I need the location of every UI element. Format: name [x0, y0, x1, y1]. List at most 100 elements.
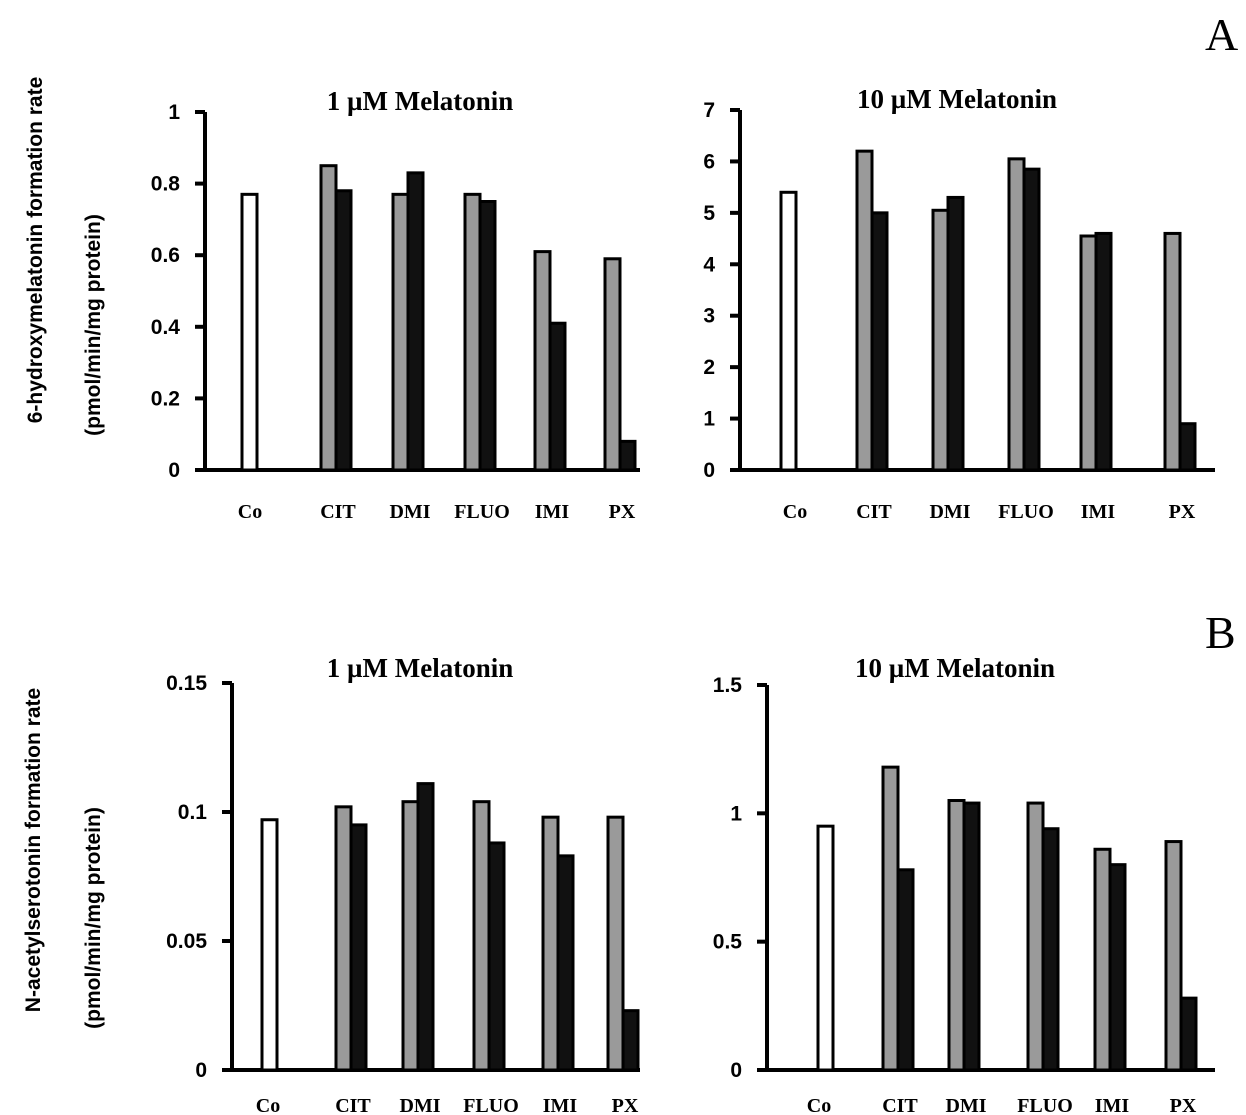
y-tick-label: 0.4: [151, 316, 181, 339]
bar-black-dmi: [416, 782, 435, 1072]
chart-title: 10 µM Melatonin: [855, 653, 1055, 683]
chart-b-10um: 10 µM Melatonin 0 0.5 1 1.5 Co CIT DMI FLUO IMI PX: [713, 653, 1215, 1115]
category-label: FLUO: [1017, 1095, 1073, 1115]
bar-gray-cit: [334, 805, 353, 1072]
y-tick-label: 0.6: [151, 244, 180, 267]
bar-gray-cit: [855, 149, 874, 472]
y-tick-label: 1: [730, 802, 742, 825]
bar-gray-imi: [1079, 234, 1098, 472]
bar-black-cit: [870, 211, 889, 472]
bar-black-px: [1179, 996, 1198, 1072]
category-label: Co: [807, 1095, 831, 1115]
bar-gray-fluo: [463, 192, 482, 472]
bar-black-cit: [896, 868, 915, 1072]
y-tick-label: 5: [703, 202, 715, 225]
category-label: DMI: [945, 1095, 986, 1115]
category-label: DMI: [399, 1095, 440, 1115]
category-label: IMI: [1095, 1095, 1130, 1115]
chart-b-1um: 1 µM Melatonin 0 0.05 0.1 0.15 Co CIT DMI FLUO IM…: [166, 653, 640, 1115]
y-tick-label: 0.2: [151, 387, 180, 410]
category-label: FLUO: [454, 501, 510, 523]
y-tick-label: 7: [703, 99, 715, 122]
category-label: PX: [1170, 1095, 1197, 1115]
bar-control: [779, 190, 798, 472]
category-label: Co: [783, 501, 807, 523]
y-tick-label: 0: [195, 1059, 207, 1082]
bar-control: [816, 824, 835, 1072]
category-label: CIT: [882, 1095, 918, 1115]
bar-gray-fluo: [1026, 801, 1045, 1072]
y-tick-label: 6: [703, 150, 715, 173]
bar-black-imi: [1108, 863, 1127, 1072]
bar-control: [240, 192, 259, 472]
category-label: IMI: [535, 501, 570, 523]
bar-black-dmi: [962, 801, 981, 1072]
category-label: IMI: [1081, 501, 1116, 523]
y-tick-label: 0.15: [166, 672, 207, 695]
ylabel-b-line2: (pmol/min/mg protein): [82, 807, 105, 1029]
bar-black-fluo: [1022, 167, 1041, 472]
bar-gray-px: [1164, 840, 1183, 1072]
category-label: IMI: [543, 1095, 578, 1115]
bar-black-imi: [1094, 231, 1113, 472]
bar-black-cit: [334, 189, 353, 472]
ylabel-a-line1: 6-hydroxymelatonin formation rate: [24, 77, 47, 424]
y-tick-label: 0.5: [713, 931, 743, 954]
category-label: PX: [609, 501, 636, 523]
bar-gray-imi: [533, 250, 552, 472]
y-tick-label: 3: [703, 305, 715, 328]
bar-gray-px: [603, 257, 622, 472]
y-tick-label: 0.1: [178, 801, 208, 824]
category-label: PX: [612, 1095, 639, 1115]
category-label: DMI: [929, 501, 970, 523]
bar-black-px: [621, 1009, 640, 1072]
ylabel-a-line2: (pmol/min/mg protein): [82, 214, 105, 436]
category-label: FLUO: [463, 1095, 519, 1115]
category-label: Co: [256, 1095, 280, 1115]
bar-black-cit: [349, 823, 368, 1072]
panel-letter-b: B: [1205, 607, 1236, 658]
y-tick-label: 4: [703, 253, 715, 276]
y-tick-label: 0: [703, 459, 715, 482]
y-tick-label: 0: [168, 459, 180, 482]
category-label: FLUO: [998, 501, 1054, 523]
y-tick-label: 0.05: [166, 930, 207, 953]
y-tick-label: 0.8: [151, 173, 181, 196]
bar-gray-dmi: [931, 208, 950, 472]
panel-letter-a: A: [1205, 9, 1238, 60]
bar-gray-px: [1163, 231, 1182, 472]
bar-gray-dmi: [947, 799, 966, 1072]
chart-title: 10 µM Melatonin: [857, 84, 1057, 114]
category-label: CIT: [856, 501, 892, 523]
bar-black-fluo: [487, 841, 506, 1072]
bar-gray-cit: [319, 164, 338, 472]
y-tick-label: 1: [703, 408, 715, 431]
chart-title: 1 µM Melatonin: [327, 653, 514, 683]
ylabel-b-line1: N-acetylserotonin formation rate: [22, 688, 45, 1012]
category-label: DMI: [389, 501, 430, 523]
category-label: CIT: [335, 1095, 371, 1115]
bar-black-fluo: [1041, 827, 1060, 1072]
y-tick-label: 1: [168, 101, 180, 124]
bar-gray-dmi: [401, 800, 420, 1072]
bar-gray-fluo: [1007, 157, 1026, 472]
bar-gray-px: [606, 815, 625, 1072]
bar-gray-dmi: [391, 192, 410, 472]
bar-black-imi: [556, 854, 575, 1072]
bar-black-dmi: [406, 171, 425, 472]
y-tick-label: 2: [703, 356, 715, 379]
category-label: PX: [1169, 501, 1196, 523]
chart-a-10um: 10 µM Melatonin 0 1 2 3 4 5 6 7 Co CIT DMI FLUO IMI PX: [703, 84, 1215, 523]
bar-gray-fluo: [472, 800, 491, 1072]
chart-title: 1 µM Melatonin: [327, 86, 514, 116]
category-label: CIT: [320, 501, 356, 523]
bar-control: [260, 818, 279, 1072]
bar-gray-imi: [541, 815, 560, 1072]
bar-black-dmi: [946, 195, 965, 472]
category-label: Co: [238, 501, 262, 523]
bar-gray-imi: [1093, 847, 1112, 1072]
y-tick-label: 1.5: [713, 674, 743, 697]
y-tick-label: 0: [730, 1059, 742, 1082]
bar-gray-cit: [881, 765, 900, 1072]
